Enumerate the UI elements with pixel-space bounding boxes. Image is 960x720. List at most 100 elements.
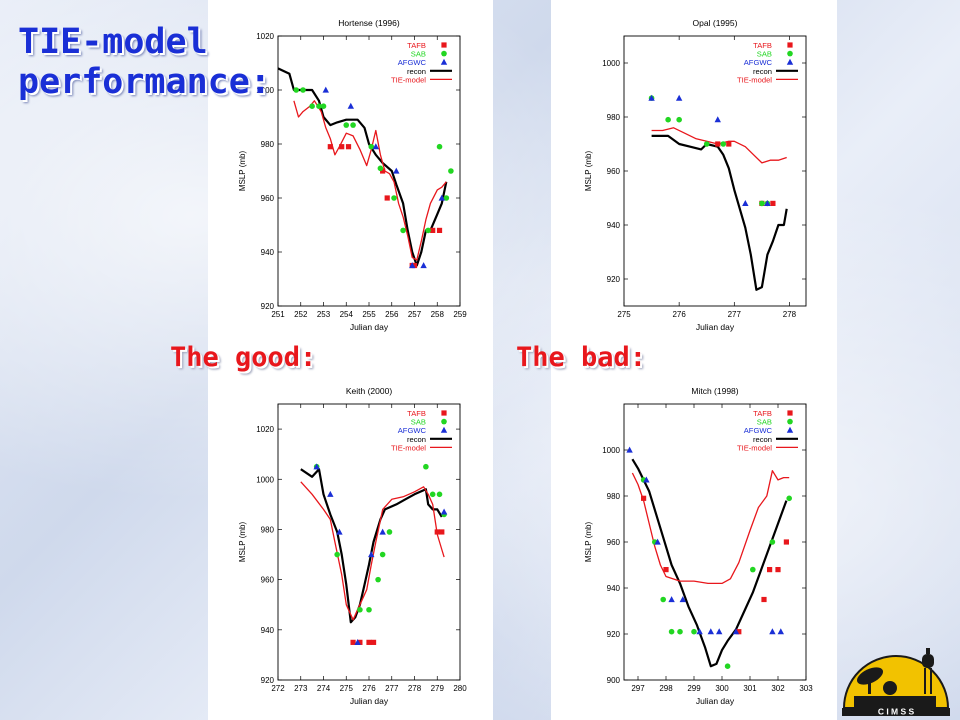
y-tick-label: 940 [607,221,621,230]
data-point-tafb [770,200,776,206]
data-point-afgwc [313,463,320,470]
legend-label: SAB [757,418,772,427]
data-point-tafb [726,141,732,147]
cimss-logo: C I M S S [842,648,950,716]
slide-title-line-2: performance: [18,62,271,102]
y-axis-label: MSLP (mb) [238,522,247,563]
legend-label: AFGWC [398,58,427,67]
plot-frame [623,35,807,307]
data-point-afgwc [420,262,427,269]
x-tick-label: 280 [453,684,467,693]
x-tick-label: 303 [799,684,813,693]
data-point-afgwc [732,628,740,635]
legend-marker [441,42,447,48]
series-line-tie-model [651,127,787,164]
y-tick-label: 1000 [602,446,620,455]
legend-marker [440,426,448,433]
data-point-tafb [736,629,742,635]
data-point-tafb [370,639,377,645]
data-point-afgwc [742,200,749,206]
data-point-afgwc [322,86,329,93]
data-point-afgwc [769,628,776,635]
data-point-tafb [430,227,436,233]
legend-label: SAB [411,418,426,427]
data-point-afgwc [372,143,380,150]
series-line-tie-model [300,481,445,621]
good-label: The good: [170,342,317,373]
data-point-afgwc [675,94,683,101]
series-line-recon [278,67,448,267]
y-axis-label: MSLP (mb) [584,151,593,192]
data-point-tafb [783,539,789,545]
data-point-sab [309,103,315,109]
data-point-tafb [761,596,767,603]
x-axis-label: Julian day [696,322,735,332]
data-point-sab [391,195,397,201]
y-tick-label: 940 [607,584,621,593]
legend-marker [441,50,447,57]
x-tick-label: 277 [728,310,742,319]
legend-marker [440,58,448,65]
data-point-tafb [767,567,773,573]
data-point-sab [375,576,381,583]
y-tick-label: 960 [607,167,621,176]
data-point-sab [660,596,666,603]
data-point-afgwc [354,638,361,645]
data-point-afgwc [714,116,721,123]
y-axis-label: MSLP (mb) [584,522,593,563]
data-point-tafb [663,567,669,573]
legend-marker [786,426,794,433]
x-tick-label: 298 [659,684,673,693]
legend-label: AFGWC [744,426,773,435]
data-point-sab [677,628,683,635]
x-tick-label: 253 [317,310,331,319]
y-tick-label: 980 [261,140,275,149]
data-point-sab [436,143,443,150]
series-line-recon [631,458,788,668]
data-point-sab [316,103,322,109]
legend-label: SAB [411,50,426,59]
x-tick-label: 276 [362,684,376,693]
data-point-sab [665,116,671,123]
x-tick-label: 252 [294,310,308,319]
data-point-afgwc [336,528,343,535]
legend-label: recon [753,435,772,444]
chart-title: Mitch (1998) [691,386,738,396]
y-tick-label: 940 [261,626,275,635]
x-tick-label: 275 [617,310,631,319]
x-tick-label: 273 [294,684,308,693]
plot-frame [277,403,461,681]
y-tick-label: 920 [607,630,621,639]
chart-mitch: Mitch (1998) 900 920 940 960 980 1000 297 298 299… [584,386,813,706]
data-point-sab [691,628,697,635]
data-point-sab [379,551,386,558]
plot-frame [277,35,461,307]
legend-label: recon [407,67,426,76]
data-point-afgwc [696,628,703,635]
legend-marker [441,418,447,425]
legend-label: AFGWC [744,58,773,67]
legend-marker [441,410,447,416]
y-tick-label: 960 [261,576,275,585]
data-point-afgwc [440,508,448,515]
legend-label: SAB [757,50,772,59]
legend-label: recon [753,67,772,76]
y-tick-label: 980 [607,113,621,122]
y-axis-label: MSLP (mb) [238,151,247,192]
x-tick-label: 297 [631,684,645,693]
data-point-tafb [380,168,386,174]
data-point-tafb [357,639,363,645]
data-point-tafb [327,144,333,150]
data-point-afgwc [716,628,723,635]
data-point-afgwc [707,628,714,635]
x-tick-label: 278 [408,684,422,693]
data-point-tafb [434,529,440,535]
legend-marker [786,58,794,65]
data-point-afgwc [626,446,633,453]
data-point-sab [366,606,372,613]
legend-label: TIE-model [391,75,426,84]
x-tick-label: 275 [340,684,354,693]
data-point-sab [786,495,792,502]
data-point-sab [368,143,375,150]
data-point-sab [443,195,450,201]
